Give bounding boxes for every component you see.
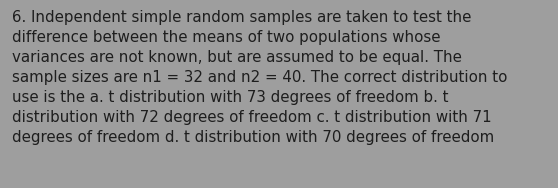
Text: 6. Independent simple random samples are taken to test the
difference between th: 6. Independent simple random samples are… <box>12 10 507 145</box>
